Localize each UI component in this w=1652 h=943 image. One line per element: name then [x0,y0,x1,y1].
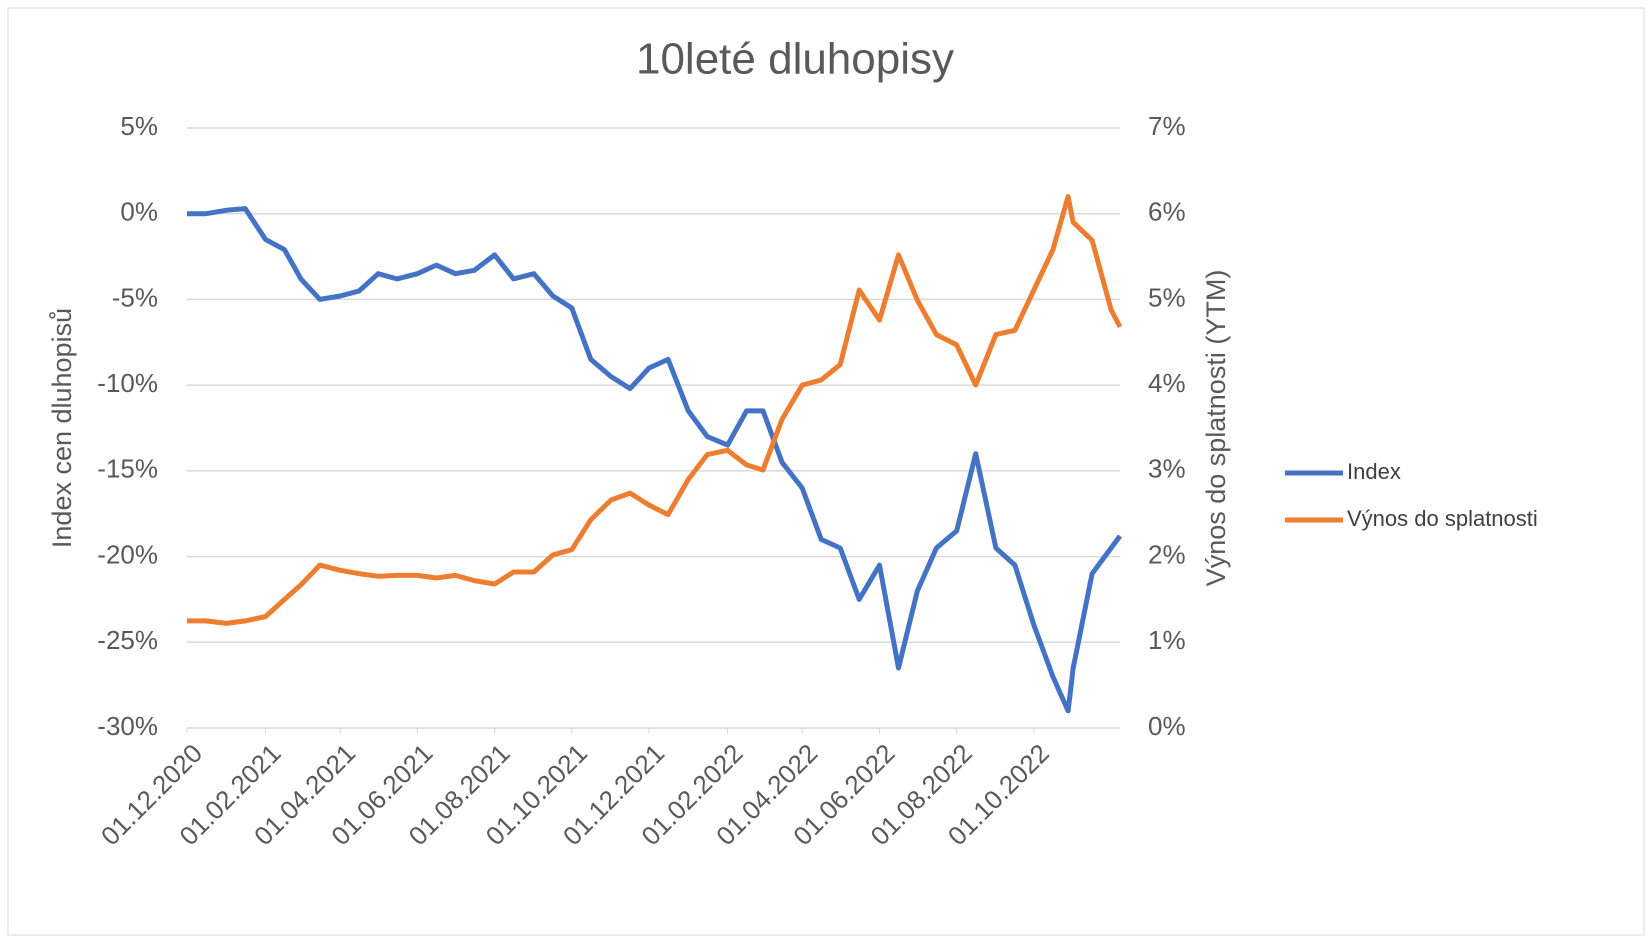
y2-tick-label: 7% [1148,111,1186,141]
y2-tick-label: 3% [1148,454,1186,484]
y2-tick-label: 5% [1148,282,1186,312]
y-tick-label: -5% [112,282,158,312]
y-axis-label: Index cen dluhopisů [47,308,77,548]
y-tick-label: 5% [120,111,158,141]
series-line [187,206,1123,714]
y-tick-label: -15% [97,454,158,484]
y2-tick-label: 6% [1148,197,1186,227]
series-line [187,194,1123,626]
y2-axis-label: Výnos do splatnosti (YTM) [1201,270,1231,587]
y-tick-label: -30% [97,711,158,741]
y2-tick-label: 2% [1148,539,1186,569]
y-tick-label: -20% [97,539,158,569]
y2-tick-label: 4% [1148,368,1186,398]
legend-label: Index [1347,459,1401,484]
y2-tick-label: 1% [1148,625,1186,655]
y-tick-label: -25% [97,625,158,655]
y-tick-label: 0% [120,197,158,227]
y2-tick-label: 0% [1148,711,1186,741]
y-tick-label: -10% [97,368,158,398]
legend-label: Výnos do splatnosti [1347,506,1538,531]
chart-title: 10leté dluhopisy [636,35,954,84]
